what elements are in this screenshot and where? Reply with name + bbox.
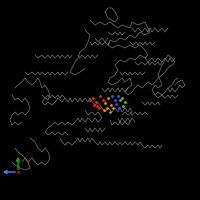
Point	[16, 170, 20, 174]
Point	[109, 103, 113, 107]
Point	[102, 108, 106, 112]
Point	[121, 104, 125, 108]
Point	[110, 94, 114, 98]
Point	[91, 96, 95, 100]
Point	[88, 98, 92, 102]
Point	[105, 106, 109, 110]
Point	[95, 104, 99, 108]
Point	[117, 106, 121, 110]
Point	[123, 100, 127, 104]
Point	[92, 103, 96, 107]
Point	[97, 106, 101, 110]
Point	[113, 98, 117, 102]
Point	[116, 94, 120, 98]
Point	[103, 101, 107, 105]
Point	[120, 96, 124, 100]
Point	[108, 110, 112, 114]
Point	[98, 94, 102, 98]
Point	[118, 98, 122, 102]
Point	[111, 106, 115, 110]
Point	[106, 96, 110, 100]
Point	[114, 102, 118, 106]
Point	[94, 100, 98, 104]
Point	[101, 98, 105, 102]
